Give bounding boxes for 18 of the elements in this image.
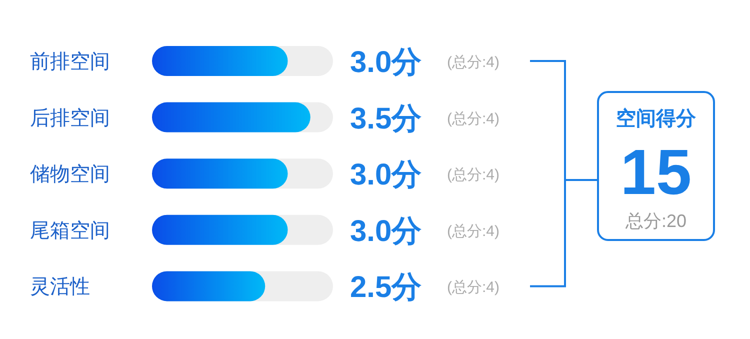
y-tick-label: 前排空间 — [30, 51, 110, 73]
y-tick-label: 尾箱空间 — [30, 220, 110, 242]
text: 总分:20 — [624, 211, 687, 231]
text: (总分:4) — [447, 110, 500, 128]
data-label: 3.0分 — [350, 158, 422, 192]
text: (总分:4) — [447, 54, 500, 71]
y-tick-label: 储物空间 — [30, 164, 110, 186]
y-tick-label: 后排空间 — [30, 107, 110, 130]
data-label: 3.0分 — [350, 46, 422, 79]
text: 空间得分 — [616, 107, 697, 130]
data-label: 2.5分 — [350, 271, 422, 304]
data-label: 3.0分 — [350, 214, 422, 248]
y-tick-label: 灵活性 — [30, 276, 90, 298]
text: 15 — [620, 136, 692, 208]
text: (总分:4) — [447, 279, 500, 296]
data-label: 3.5分 — [350, 102, 422, 136]
text: (总分:4) — [447, 166, 500, 184]
text: (总分:4) — [447, 222, 500, 240]
